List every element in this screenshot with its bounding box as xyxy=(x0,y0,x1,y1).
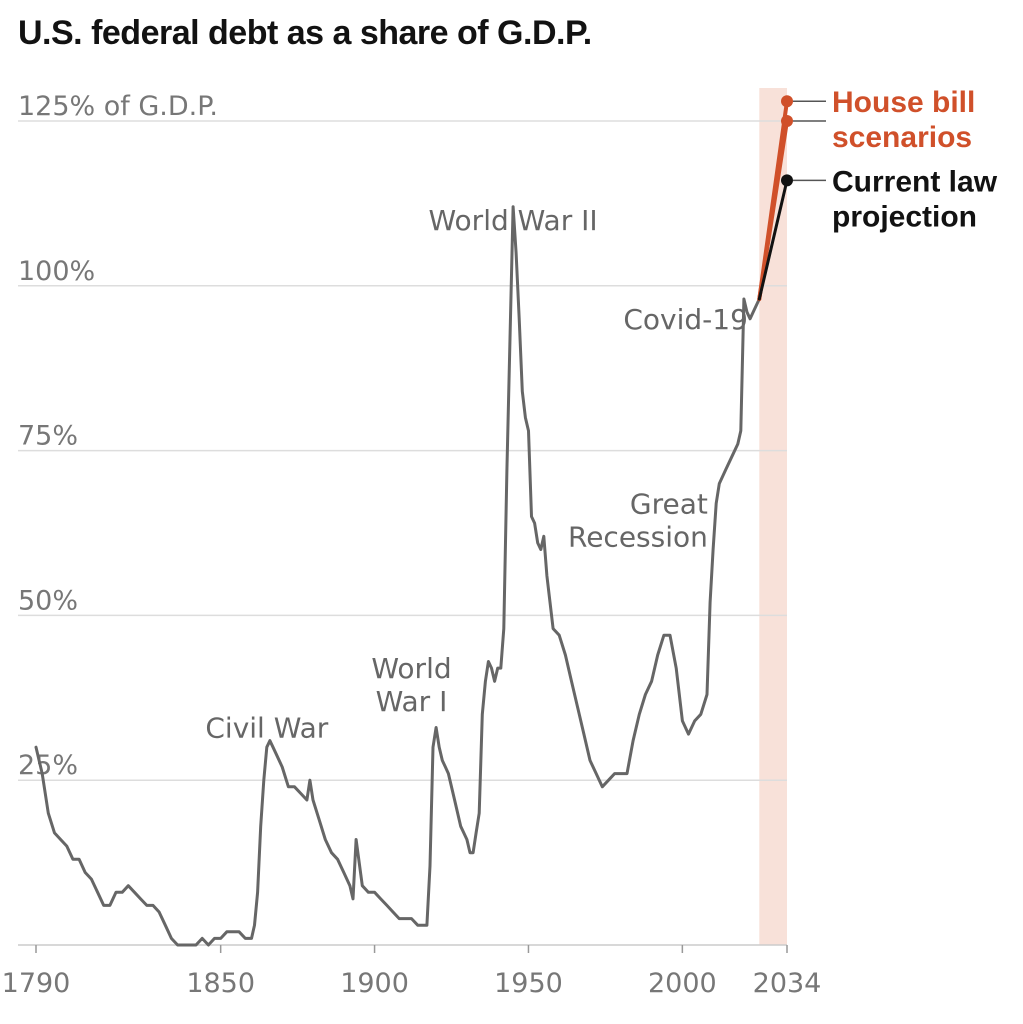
series-current_law xyxy=(757,178,789,301)
gridlines xyxy=(18,120,787,781)
ytick-label-25: 25% xyxy=(18,750,78,781)
endpoint-house_bill_2 xyxy=(781,115,793,127)
xtick-label-2000: 2000 xyxy=(648,968,717,999)
projection-band xyxy=(759,88,787,945)
chart-title: U.S. federal debt as a share of G.D.P. xyxy=(18,14,592,52)
series-historical xyxy=(34,205,761,947)
ytick-label-100: 100% xyxy=(18,256,95,287)
annotation-6: Covid-19 xyxy=(623,303,748,336)
annotation-5: Recession xyxy=(568,520,708,553)
xtick-label-1790: 1790 xyxy=(2,968,71,999)
x-axis-ticks: 1790 1850 1900 1950 2000 2034 xyxy=(2,945,822,999)
ytick-label-75: 75% xyxy=(18,421,78,452)
series-lines xyxy=(34,95,793,947)
series-house_bill_2 xyxy=(757,119,789,301)
house-bill-label-line-1: scenarios xyxy=(832,121,972,154)
xtick-label-1950: 1950 xyxy=(494,968,563,999)
endpoint-house_bill_1 xyxy=(781,95,793,108)
current-law-label-line-0: Current law xyxy=(832,165,998,198)
ytick-label-125: 125% of G.D.P. xyxy=(18,91,218,122)
xtick-label-1900: 1900 xyxy=(340,968,409,999)
endpoint-current_law xyxy=(781,174,793,187)
annotation-1: World xyxy=(371,652,451,685)
xtick-label-1850: 1850 xyxy=(186,968,255,999)
annotation-4: Great xyxy=(630,487,708,520)
house-bill-label-line-0: House bill xyxy=(832,86,975,119)
current-law-label-line-1: projection xyxy=(832,200,977,233)
annotation-0: Civil War xyxy=(205,711,328,744)
xtick-label-2034: 2034 xyxy=(753,968,822,999)
y-axis-ticks: 125% of G.D.P. 100% 75% 50% 25% xyxy=(18,91,218,781)
annotation-2: War I xyxy=(376,685,448,718)
ytick-label-50: 50% xyxy=(18,585,78,616)
